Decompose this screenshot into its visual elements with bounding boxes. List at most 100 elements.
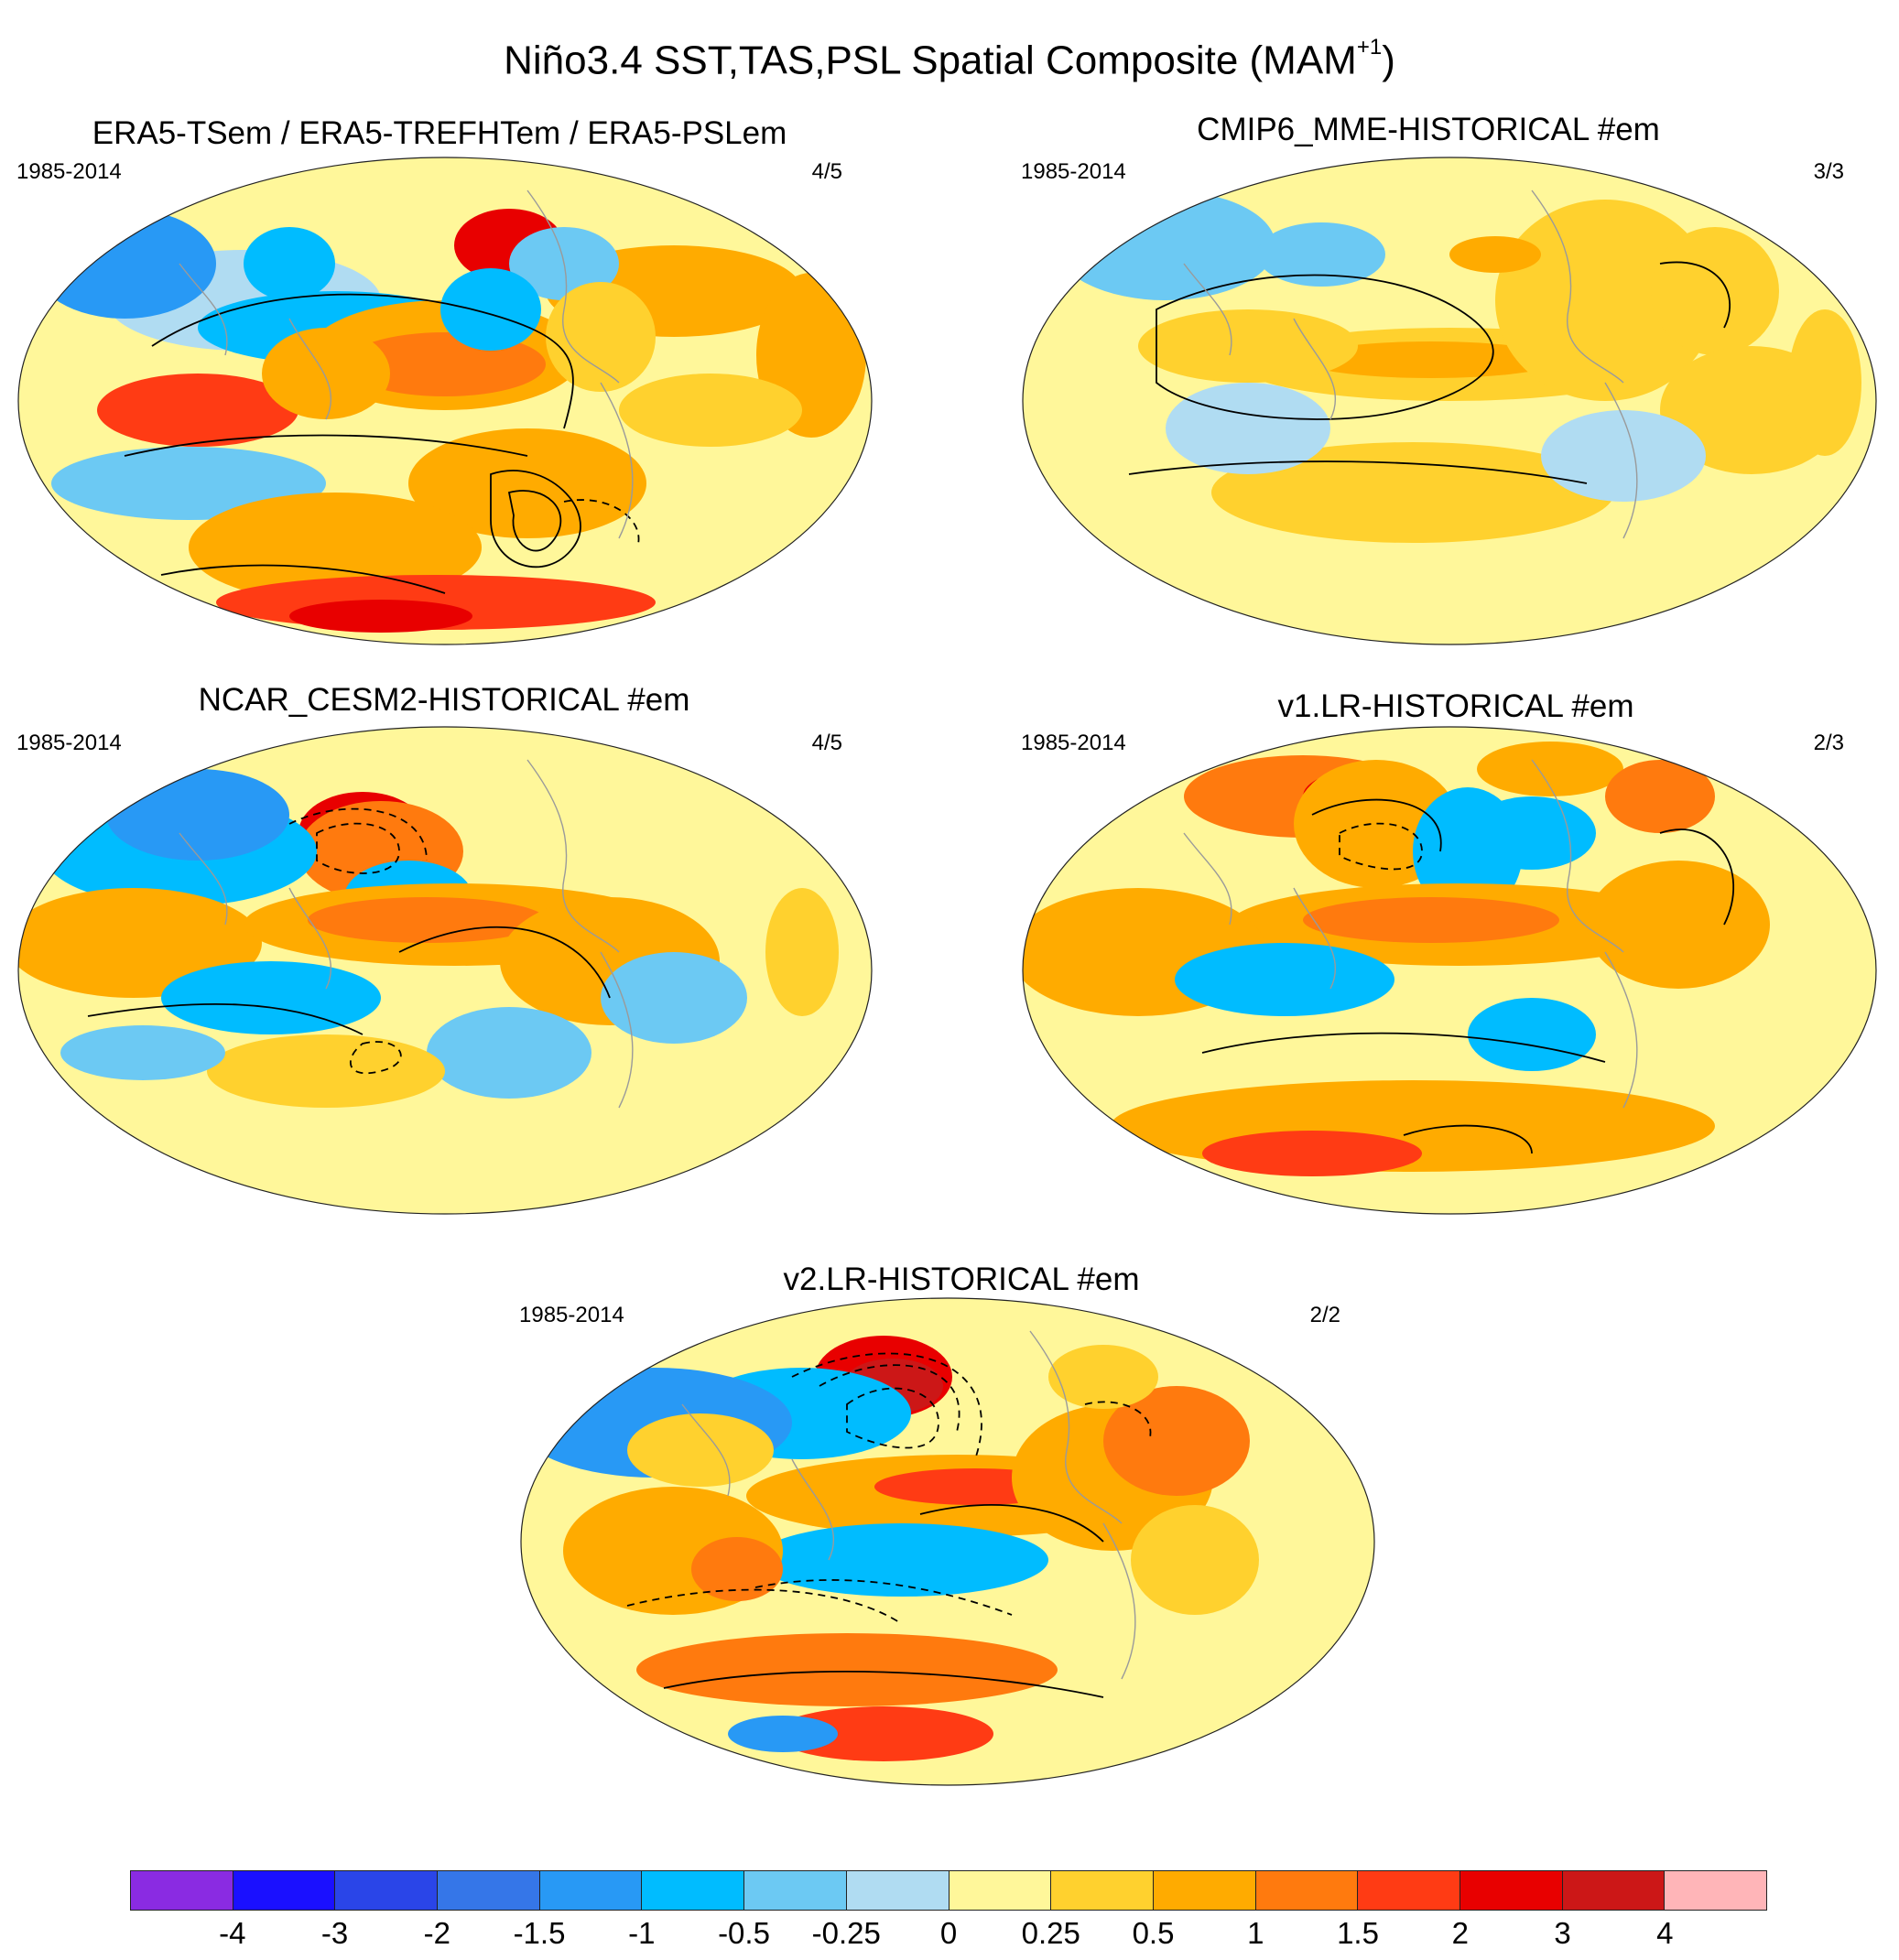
anomaly-region [189,493,482,602]
colorbar-label: -3 [320,1916,349,1950]
coastline [1102,1522,1136,1680]
colorbar-swatch-9 [1051,1871,1154,1910]
map-era5 [17,157,873,645]
psl-contour-positive [919,1504,1104,1543]
anomaly-region [106,769,289,861]
colorbar-swatch-2 [335,1871,439,1910]
psl-contour-negative [1084,1401,1152,1442]
coastline [1183,832,1232,926]
psl-contour-negative [288,807,428,861]
anomaly-region [1166,383,1330,474]
colorbar [130,1870,1767,1911]
coastline [179,832,228,926]
map-border [1022,157,1877,645]
panel-count-cesm2: 4/5 [811,731,842,755]
anomaly-region [601,952,747,1044]
colorbar-label: -0.5 [718,1916,770,1950]
anomaly-region [546,282,656,392]
psl-contour-positive [1659,261,1731,329]
anomaly-region [691,1537,783,1601]
anomaly-region [60,1025,225,1080]
anomaly-region [1303,341,1559,378]
coastline [600,951,634,1109]
coastline [1183,263,1232,356]
colorbar-swatch-11 [1255,1871,1359,1910]
coastline [1293,318,1337,420]
anomaly-region [1541,410,1706,502]
psl-contour-positive [160,564,446,594]
anomaly-region [97,374,298,447]
colorbar-swatch-15 [1665,1871,1766,1910]
psl-contour-positive [151,293,574,429]
colorbar-label: 0.5 [1132,1916,1175,1950]
coastline [600,382,634,539]
coastline [526,190,620,384]
colorbar-swatch-13 [1460,1871,1563,1910]
colorbar-swatch-0 [131,1871,233,1910]
anomaly-region [627,1413,774,1487]
colorbar-label: -1.5 [513,1916,566,1950]
colorbar-label: 1.5 [1337,1916,1379,1950]
anomaly-region [289,600,472,633]
colorbar-label: 0.25 [1021,1916,1080,1950]
psl-contour-positive [1201,1032,1606,1063]
psl-contour-positive [490,470,581,569]
map-cesm2 [17,726,873,1215]
map-border [1022,726,1877,1215]
anomaly-region [1788,309,1861,456]
colorbar-swatch-6 [744,1871,847,1910]
colorbar-label: 4 [1656,1916,1674,1950]
anomaly-region [1202,1131,1422,1176]
coastline [1604,951,1638,1109]
anomaly-region [1303,897,1559,943]
colorbar-label: -4 [219,1916,246,1950]
colorbar-label: 1 [1247,1916,1264,1950]
figure-title: Niño3.4 SST,TAS,PSL Spatial Composite (M… [504,35,1395,83]
psl-contour-positive [1128,460,1588,484]
colorbar-label: -2 [423,1916,450,1950]
anomaly-region [207,1034,445,1108]
panel-years-v2lr: 1985-2014 [519,1303,624,1327]
anomaly-region [244,227,335,300]
map-v1lr [1022,726,1877,1215]
anomaly-region [1477,742,1623,796]
panel-count-v1lr: 2/3 [1813,731,1844,755]
coastline [288,887,332,990]
anomaly-region [408,428,646,538]
psl-contour-positive [1659,828,1734,926]
panel-years-cesm2: 1985-2014 [16,731,122,755]
anomaly-region [1651,227,1779,355]
anomaly-region [1211,442,1614,543]
psl-contour-negative [316,822,400,874]
map-border [17,157,873,645]
colorbar-swatch-1 [233,1871,336,1910]
coastline [1531,190,1624,384]
colorbar-swatch-12 [1358,1871,1460,1910]
map-cmip6 [1022,157,1877,645]
psl-contour-negative [846,1387,939,1449]
panel-years-cmip6: 1985-2014 [1021,159,1126,184]
panel-title-v2lr: v2.LR-HISTORICAL #em [783,1262,1140,1297]
colorbar-swatch-4 [539,1871,643,1910]
map-border [520,1297,1375,1786]
panel-years-v1lr: 1985-2014 [1021,731,1126,755]
anomaly-region [1605,760,1715,833]
psl-contour-negative [819,1364,960,1433]
panel-count-era5: 4/5 [811,159,842,184]
colorbar-swatch-5 [642,1871,745,1910]
psl-contour-positive [87,1003,364,1035]
map-border [17,726,873,1215]
psl-contour-negative [563,499,640,548]
anomaly-region [1257,222,1385,287]
psl-contour-positive [1156,274,1494,420]
coastline [1604,382,1638,539]
anomaly-region [33,209,216,319]
anomaly-region [18,888,262,998]
psl-contour-negative [791,1352,982,1460]
colorbar-label: 2 [1451,1916,1469,1950]
coastline [179,263,228,356]
panel-title-cmip6: CMIP6_MME-HISTORICAL #em [1197,112,1660,147]
psl-contour-negative [349,1041,402,1075]
colorbar-swatch-8 [949,1871,1052,1910]
anomaly-region [440,268,541,351]
